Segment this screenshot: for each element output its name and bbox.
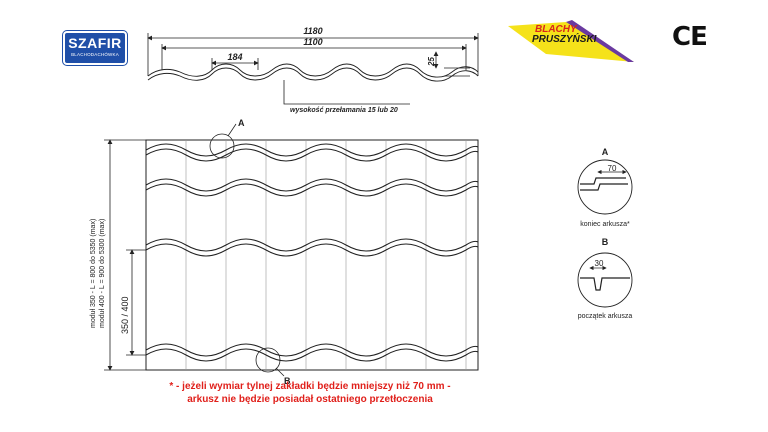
footnote-line-1: * - jeżeli wymiar tylnej zakładki będzie… (169, 381, 451, 392)
module-width-label: 184 (227, 52, 242, 62)
profile-cross-section (147, 63, 479, 82)
logo-purple-edge (566, 20, 634, 62)
sheet-plan: A B (145, 118, 479, 386)
detail-b: B 30 początek arkusza (577, 237, 633, 320)
footnote: * - jeżeli wymiar tylnej zakładki będzie… (160, 380, 460, 406)
detail-a-value: 70 (608, 164, 617, 173)
ce-mark: CE (672, 22, 708, 52)
szafir-logo: SZAFIR BLACHODACHÓWKA (63, 31, 127, 65)
width-total-label: 1180 (303, 26, 322, 36)
break-height-leader (283, 80, 410, 105)
width-effective-label: 1100 (303, 37, 322, 47)
marker-b-circle (255, 347, 281, 373)
brand-line-1: BLACHY (535, 24, 577, 35)
detail-a-circle (577, 159, 633, 215)
detail-a-caption: koniec arkusza* (580, 221, 630, 228)
height-label: 25 (427, 57, 436, 67)
sheet-outline (145, 139, 479, 371)
marker-b-label: B (284, 376, 291, 386)
marker-a-label: A (238, 118, 245, 128)
szafir-logo-subtitle: BLACHODACHÓWKA (71, 52, 119, 57)
szafir-logo-name: SZAFIR (68, 35, 122, 51)
detail-b-value: 30 (595, 259, 604, 268)
sheet-wave-rows (145, 143, 479, 362)
detail-b-title: B (602, 237, 609, 247)
blachy-pruszynski-logo (508, 20, 634, 62)
module-note-1: moduł 350 - L = 800 do 5350 (max) (90, 219, 97, 328)
brand-line-2: PRUSZYŃSKI (532, 34, 597, 45)
detail-b-circle (577, 252, 633, 308)
profile-dimensions (147, 33, 479, 105)
marker-a-circle (209, 133, 235, 159)
sheet-vertical-lines (185, 140, 467, 370)
module-size-label: 350 / 400 (120, 296, 130, 334)
detail-a: A 70 koniec arkusza* (577, 147, 633, 228)
break-height-label: wysokość przełamania 15 lub 20 (290, 107, 398, 114)
sheet-dimensions (104, 139, 146, 371)
detail-a-title: A (602, 147, 609, 157)
footnote-line-2: arkusz nie będzie posiadał ostatniego pr… (187, 394, 433, 405)
logo-yellow-shape (508, 22, 634, 62)
detail-b-caption: początek arkusza (578, 313, 633, 320)
module-note-2: moduł 400 - L = 900 do 5300 (max) (99, 219, 106, 328)
